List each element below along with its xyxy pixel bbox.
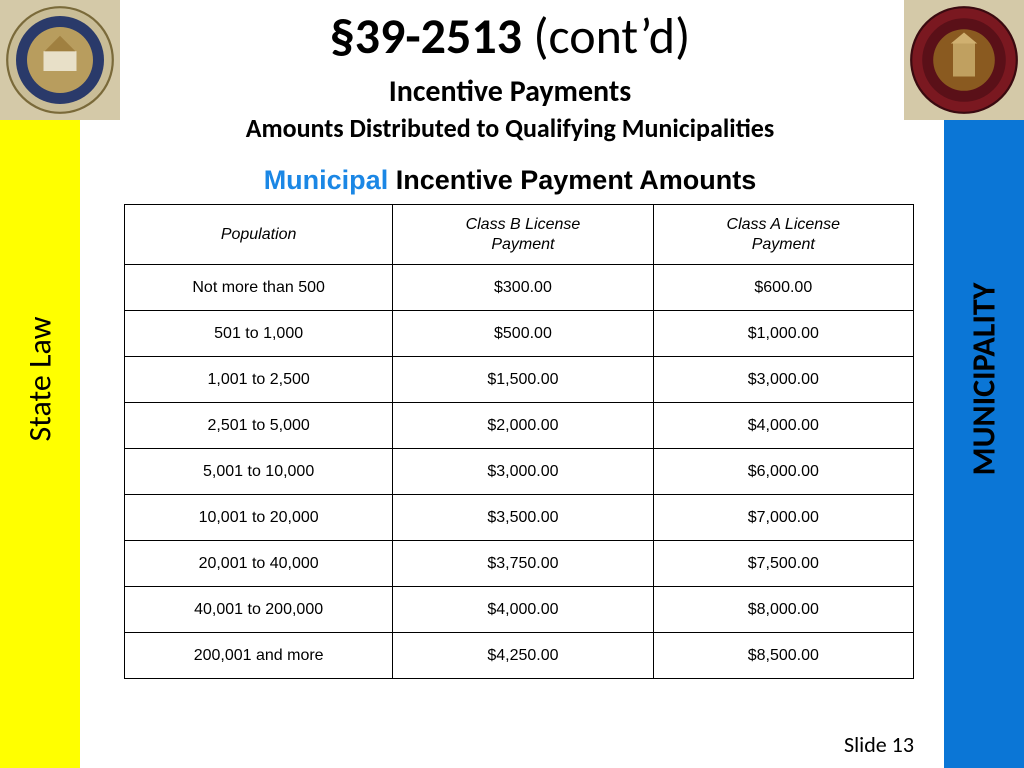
col-header: Class A LicensePayment [653, 205, 913, 265]
table-cell: $6,000.00 [653, 449, 913, 495]
table-cell: $500.00 [393, 311, 653, 357]
table-row: 501 to 1,000$500.00$1,000.00 [125, 311, 914, 357]
table-row: 40,001 to 200,000$4,000.00$8,000.00 [125, 587, 914, 633]
left-stripe-label: State Law [21, 317, 60, 442]
table-title-rest: Incentive Payment Amounts [388, 165, 756, 195]
table-wrapper: PopulationClass B LicensePaymentClass A … [124, 204, 914, 679]
table-cell: $4,000.00 [393, 587, 653, 633]
table-body: Not more than 500$300.00$600.00501 to 1,… [125, 265, 914, 679]
table-title: Municipal Incentive Payment Amounts [130, 165, 890, 196]
subtitle-1: Incentive Payments [130, 73, 890, 110]
table-cell: 200,001 and more [125, 633, 393, 679]
header: §39-2513 (cont’d) Incentive Payments Amo… [130, 0, 890, 144]
table-cell: 40,001 to 200,000 [125, 587, 393, 633]
table-cell: $3,000.00 [653, 357, 913, 403]
table-row: 5,001 to 10,000$3,000.00$6,000.00 [125, 449, 914, 495]
col-header: Population [125, 205, 393, 265]
slide: State Law MUNICIPALITY §39-2513 (cont’d)… [0, 0, 1024, 768]
table-title-highlight: Municipal [264, 165, 389, 195]
table-row: 200,001 and more$4,250.00$8,500.00 [125, 633, 914, 679]
table-row: 2,501 to 5,000$2,000.00$4,000.00 [125, 403, 914, 449]
table-row: 10,001 to 20,000$3,500.00$7,000.00 [125, 495, 914, 541]
title-bold: §39-2513 [330, 6, 522, 67]
table-row: Not more than 500$300.00$600.00 [125, 265, 914, 311]
table-cell: $1,000.00 [653, 311, 913, 357]
table-cell: $7,000.00 [653, 495, 913, 541]
state-seal-icon [5, 5, 115, 115]
table-cell: 10,001 to 20,000 [125, 495, 393, 541]
table-cell: 1,001 to 2,500 [125, 357, 393, 403]
legislature-seal-icon [909, 5, 1019, 115]
state-seal [0, 0, 120, 120]
table-cell: $3,000.00 [393, 449, 653, 495]
table-cell: $600.00 [653, 265, 913, 311]
table-cell: $3,500.00 [393, 495, 653, 541]
table-cell: $1,500.00 [393, 357, 653, 403]
table-cell: Not more than 500 [125, 265, 393, 311]
table-cell: 501 to 1,000 [125, 311, 393, 357]
table-cell: $2,000.00 [393, 403, 653, 449]
table-cell: 2,501 to 5,000 [125, 403, 393, 449]
left-stripe: State Law [0, 120, 80, 768]
table-cell: $3,750.00 [393, 541, 653, 587]
table-cell: $4,000.00 [653, 403, 913, 449]
legislature-seal [904, 0, 1024, 120]
right-stripe-label: MUNICIPALITY [965, 283, 1004, 476]
payment-table: PopulationClass B LicensePaymentClass A … [124, 204, 914, 679]
subtitle-2: Amounts Distributed to Qualifying Munici… [130, 112, 890, 144]
table-cell: $8,000.00 [653, 587, 913, 633]
table-cell: 5,001 to 10,000 [125, 449, 393, 495]
slide-number: Slide 13 [844, 731, 914, 758]
table-head: PopulationClass B LicensePaymentClass A … [125, 205, 914, 265]
title-rest: (cont’d) [522, 6, 690, 67]
page-title: §39-2513 (cont’d) [130, 0, 890, 67]
table-row: 1,001 to 2,500$1,500.00$3,000.00 [125, 357, 914, 403]
col-header: Class B LicensePayment [393, 205, 653, 265]
table-cell: $4,250.00 [393, 633, 653, 679]
table-row: 20,001 to 40,000$3,750.00$7,500.00 [125, 541, 914, 587]
right-stripe: MUNICIPALITY [944, 120, 1024, 768]
table-cell: $8,500.00 [653, 633, 913, 679]
table-cell: $7,500.00 [653, 541, 913, 587]
table-cell: $300.00 [393, 265, 653, 311]
table-cell: 20,001 to 40,000 [125, 541, 393, 587]
